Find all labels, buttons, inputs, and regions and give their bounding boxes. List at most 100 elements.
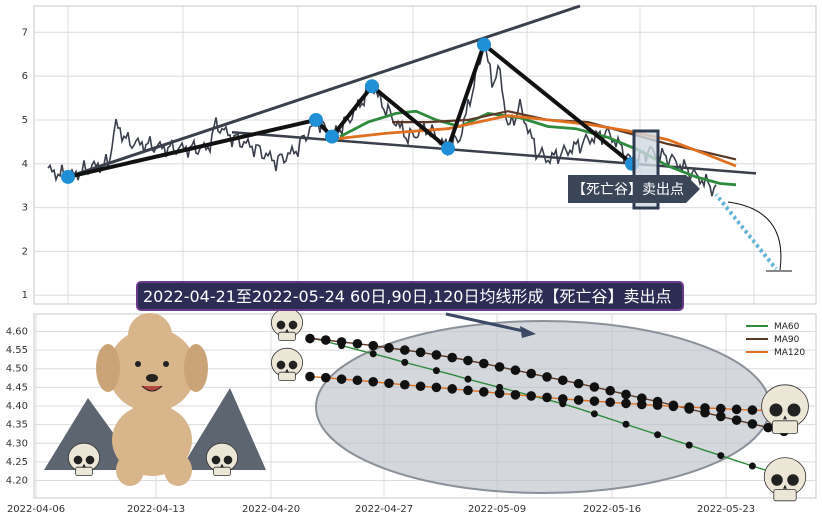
point-ma120 [400,379,410,390]
point-ma120 [668,401,679,412]
point-ma120 [479,387,489,397]
skull-eye-left [771,474,783,486]
forecast-drop [714,193,778,271]
skull-nose [783,484,787,489]
point-ma120 [384,378,394,389]
x-tick-label: 2022-04-13 [127,504,185,515]
skull-eye-right [787,474,799,486]
point-ma120 [542,392,552,403]
point-ma90 [542,372,552,382]
point-ma90 [384,343,394,353]
point-ma60 [717,452,725,460]
bottom-y-tick-label: 4.20 [6,476,28,487]
point-ma90 [352,338,363,349]
skull-icon [763,457,807,502]
top-y-tick-label: 3 [22,203,28,214]
point-ma60 [401,358,409,366]
point-ma60 [748,462,756,470]
skull-icon [205,442,238,477]
point-ma120 [684,402,694,412]
point-ma120 [716,403,726,414]
skull-jaw [772,420,799,434]
point-ma120 [589,396,600,406]
skull-nose [220,463,224,468]
title-banner: 2022-04-21至2022-05-24 60日,90日,120日均线形成【死… [136,281,684,311]
bottom-panel: 4.20 4.25 4.30 4.35 4.40 4.45 4.50 4.55 4.60 202… [6,307,817,515]
point-ma120 [621,398,631,409]
skull-eye-right [787,403,801,417]
skull-icon [270,307,303,342]
top-y-tick-label: 4 [22,159,28,170]
pivot-point [365,79,379,94]
skull-nose [82,463,86,468]
point-ma60 [590,410,598,418]
skull-jaw [278,331,296,342]
skull-icon [270,347,303,382]
point-ma120 [305,371,315,382]
upper-trendline [67,4,581,179]
point-ma120 [637,399,647,410]
skull-eye-left [276,320,286,330]
skull-eye-left [769,403,783,417]
point-ma90 [447,352,458,363]
sell-sign: 【死亡谷】卖出点 [568,175,700,203]
point-ma60 [654,431,662,439]
pivot-point [61,169,75,184]
price-line [47,47,717,197]
point-ma90 [526,368,536,379]
point-ma120 [700,403,710,413]
point-ma90 [431,350,442,360]
skull-jaw [773,489,797,502]
skull-eye-right [85,455,95,465]
point-ma60 [432,367,440,375]
legend-label-ma60: MA60 [774,322,800,332]
point-ma90 [321,335,331,345]
point-ma90 [589,382,600,392]
x-tick-label: 2022-04-06 [7,504,65,515]
point-ma120 [352,375,363,386]
x-tick-label: 2022-05-23 [697,504,755,515]
point-ma90 [494,362,505,372]
bottom-y-tick-label: 4.25 [6,457,28,468]
pivot-point [309,112,323,127]
point-ma120 [463,385,473,396]
point-ma90 [763,422,773,433]
pivot-point [441,141,455,156]
top-y-tick-label: 6 [22,71,28,82]
bottom-y-tick-label: 4.45 [6,382,28,393]
banner-text: 2022-04-21至2022-05-24 60日,90日,120日均线形成【死… [143,287,672,306]
bottom-x-ticks: 2022-04-06 2022-04-13 2022-04-20 2022-04-27… [7,504,755,515]
point-ma90 [336,337,347,347]
bottom-y-tick-label: 4.30 [6,438,28,449]
point-ma90 [621,389,631,400]
point-ma120 [494,388,505,399]
point-ma120 [526,391,536,401]
point-ma120 [336,374,347,384]
point-ma90 [368,340,379,351]
point-ma120 [652,400,663,411]
x-tick-label: 2022-05-16 [583,504,641,515]
point-ma120 [747,405,758,415]
skull-jaw [75,466,93,477]
bottom-y-tick-label: 4.40 [6,401,28,412]
point-ma90 [558,375,568,386]
skull-jaw [213,466,231,477]
point-ma120 [605,397,615,408]
point-ma90 [479,358,489,369]
top-y-tick-label: 2 [22,246,28,257]
bottom-y-tick-label: 4.55 [6,345,28,356]
x-tick-label: 2022-04-27 [355,504,413,515]
bottom-y-tick-label: 4.60 [6,326,28,337]
skull-eye-right [288,360,298,370]
skull-icon [68,442,101,477]
point-ma90 [305,333,315,344]
top-y-tick-label: 5 [22,115,28,126]
point-ma90 [716,411,726,422]
banner-box [136,281,684,311]
point-ma90 [573,378,584,389]
point-ma120 [415,381,426,392]
ma120-line-top [327,114,737,168]
point-ma90 [731,415,742,425]
point-ma120 [321,372,331,383]
pointer-arrow-line [445,312,529,334]
